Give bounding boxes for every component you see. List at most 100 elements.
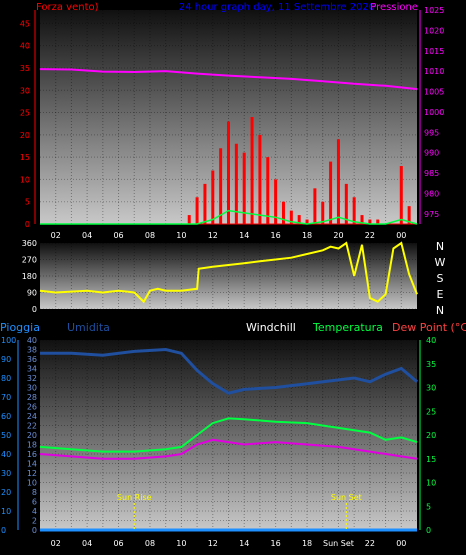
x-tick-label-top: 08	[145, 231, 155, 240]
x-tick-label-bottom: 22	[365, 539, 375, 548]
direction-tick-label: 180	[22, 272, 37, 281]
chart-title: 24 hour graph day, 11 Settembre 2020	[179, 2, 375, 13]
temperature-tick-label: 5	[426, 502, 431, 511]
rain-tick-label: 70	[1, 393, 11, 402]
humidity-tick-label: 24	[27, 412, 37, 421]
temperature-tick-label: 30	[426, 384, 436, 393]
pressure-line	[39, 68, 418, 91]
pressure-tick-label: 985	[424, 169, 439, 178]
rain-tick-label: 30	[1, 469, 11, 478]
x-tick-label-bottom: 00	[396, 539, 406, 548]
rain-tick-label: 20	[1, 488, 11, 497]
x-tick-label-top: 02	[51, 231, 61, 240]
pressure-tick-label: 990	[424, 149, 439, 158]
pressure-tick-label: 980	[424, 189, 439, 198]
x-tick-label-bottom: 04	[82, 539, 92, 548]
wind-tick-label: 35	[20, 64, 30, 73]
temperature-tick-label: 20	[426, 431, 436, 440]
direction-tick-label: 360	[22, 239, 37, 248]
compass-e: E	[437, 288, 444, 301]
direction-tick-label: 0	[32, 305, 37, 314]
wind-tick-label: 30	[20, 86, 30, 95]
direction-tick-label: 270	[22, 256, 37, 265]
humidity-tick-label: 32	[27, 374, 37, 383]
x-tick-label-top: 16	[271, 231, 281, 240]
humidity-label: Umidita	[67, 321, 110, 334]
wind-tick-label: 40	[20, 42, 30, 51]
direction-tick-label: 90	[27, 289, 37, 298]
pressure-tick-label: 1005	[424, 88, 444, 97]
compass-w: W	[435, 256, 446, 269]
wind-tick-label: 20	[20, 131, 30, 140]
wind-speed-label: Forza vento)	[36, 2, 99, 13]
temperature-tick-label: 25	[426, 407, 436, 416]
x-tick-label-top: 18	[302, 231, 312, 240]
humidity-tick-label: 28	[27, 393, 37, 402]
humidity-tick-label: 2	[32, 517, 37, 526]
wind-tick-label: 5	[25, 198, 30, 207]
x-tick-label-top: 20	[333, 231, 343, 240]
wind-tick-label: 45	[20, 19, 30, 28]
humidity-tick-label: 26	[27, 403, 37, 412]
pressure-tick-label: 975	[424, 210, 439, 219]
wind-tick-label: 15	[20, 153, 30, 162]
compass-n-bottom: N	[436, 304, 444, 317]
x-tick-label-top: 04	[82, 231, 92, 240]
temperature-tick-label: 0	[426, 526, 431, 535]
pressure-tick-label: 995	[424, 128, 439, 137]
wind-tick-label: 25	[20, 109, 30, 118]
pressure-tick-label: 1015	[424, 47, 444, 56]
dewpoint-line	[39, 438, 418, 460]
rain-tick-label: 90	[1, 355, 11, 364]
temperature-tick-label: 15	[426, 455, 436, 464]
humidity-tick-label: 36	[27, 355, 37, 364]
pressure-tick-label: 1010	[424, 67, 444, 76]
x-tick-label-top: 12	[208, 231, 218, 240]
temperature-label: Temperatura	[312, 321, 383, 334]
wind-tick-label: 0	[25, 220, 30, 229]
pressure-tick-label: 1020	[424, 26, 444, 35]
humidity-tick-label: 20	[27, 431, 37, 440]
rain-tick-label: 100	[1, 336, 16, 345]
temperature-line	[39, 417, 418, 453]
humidity-tick-label: 38	[27, 346, 37, 355]
x-tick-label-bottom: 08	[145, 539, 155, 548]
x-tick-label-bottom: 14	[239, 539, 249, 548]
wind-average-line	[40, 209, 418, 225]
compass-n-top: N	[436, 240, 444, 253]
compass-s: S	[437, 272, 444, 285]
temperature-tick-label: 35	[426, 360, 436, 369]
humidity-line	[40, 347, 418, 395]
sun-rise-label: Sun Rise	[117, 493, 152, 502]
rain-label: Pioggia	[0, 321, 40, 334]
rain-tick-label: 0	[1, 526, 6, 535]
rain-tick-label: 50	[1, 431, 11, 440]
x-tick-label-top: 00	[396, 231, 406, 240]
x-tick-label-top: 10	[176, 231, 186, 240]
temperature-panel	[40, 340, 417, 530]
humidity-tick-label: 16	[27, 450, 37, 459]
x-tick-label-bottom: 18	[302, 539, 312, 548]
rain-tick-label: 10	[1, 507, 11, 516]
humidity-tick-label: 22	[27, 422, 37, 431]
x-tick-label-top: 14	[239, 231, 249, 240]
x-tick-label-bottom: 12	[208, 539, 218, 548]
rain-tick-label: 40	[1, 450, 11, 459]
humidity-tick-label: 18	[27, 441, 37, 450]
pressure-tick-label: 1025	[424, 6, 444, 15]
rain-tick-label: 80	[1, 374, 11, 383]
wind-direction-line	[39, 241, 418, 304]
x-tick-label-bottom: 02	[51, 539, 61, 548]
dewpoint-label: Dew Point (°C)	[392, 321, 466, 334]
x-tick-label-bottom: 06	[113, 539, 123, 548]
rain-tick-label: 60	[1, 412, 11, 421]
x-tick-label-top: 06	[113, 231, 123, 240]
temperature-tick-label: 10	[426, 479, 436, 488]
humidity-tick-label: 34	[27, 365, 37, 374]
x-tick-label-top: 22	[365, 231, 375, 240]
temperature-tick-label: 40	[426, 336, 436, 345]
humidity-tick-label: 12	[27, 469, 37, 478]
windchill-label: Windchill	[246, 321, 296, 334]
pressure-label: Pressione	[370, 2, 418, 13]
